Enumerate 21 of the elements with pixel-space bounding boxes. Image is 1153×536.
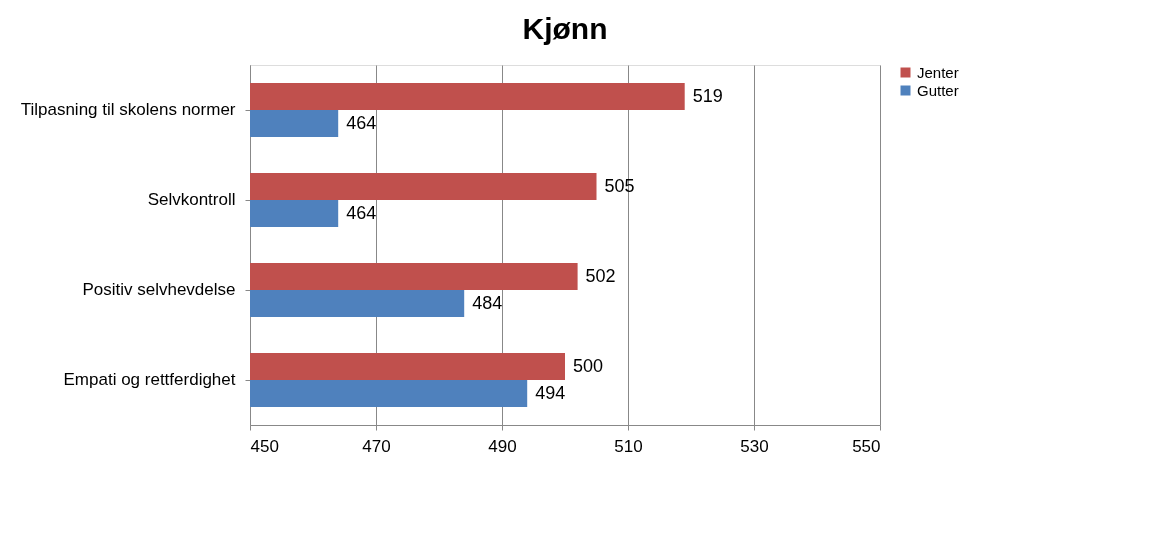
y-tick-label: Empati og rettferdighet (63, 370, 236, 389)
legend-label: Gutter (917, 81, 959, 99)
data-label: 464 (346, 112, 377, 133)
data-label: 464 (346, 202, 377, 223)
x-tick-label: 490 (488, 436, 517, 456)
chart-title: Kjønn (522, 12, 608, 45)
data-label: 484 (472, 292, 503, 313)
x-tick-label: 530 (740, 436, 769, 456)
data-label: 505 (604, 175, 635, 196)
legend-label: Jenter (917, 63, 959, 81)
data-label: 494 (535, 382, 566, 403)
x-tick-label: 470 (362, 436, 391, 456)
data-label: 519 (692, 85, 723, 106)
data-label: 500 (573, 355, 604, 376)
x-tick-label: 510 (614, 436, 643, 456)
x-tick-label: 450 (250, 436, 279, 456)
y-tick-label: Selvkontroll (147, 190, 236, 209)
y-tick-label: Positiv selvhevdelse (82, 280, 236, 299)
data-label: 502 (585, 265, 616, 286)
x-tick-label: 550 (852, 436, 881, 456)
y-tick-label: Tilpasning til skolens normer (20, 100, 236, 119)
